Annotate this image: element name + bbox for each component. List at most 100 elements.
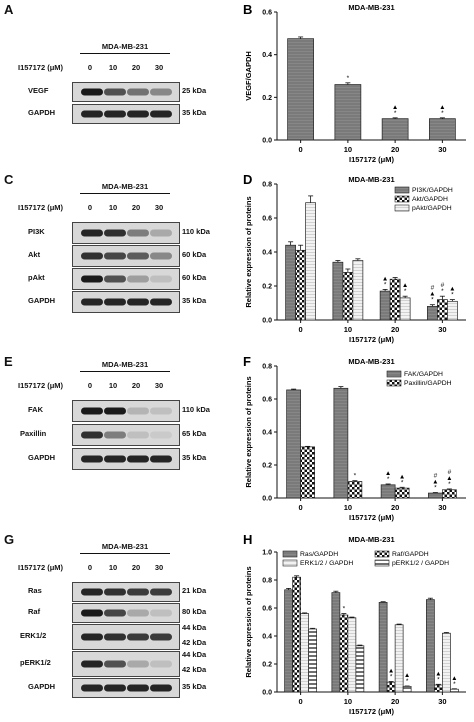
dose-axis-label: I157172 (μM) [18,63,64,72]
significance-mark: * [406,678,409,685]
bar [295,249,306,321]
panel-letter: H [243,532,252,547]
significance-mark: ▲ [382,275,388,282]
bar-chart-d: D MDA-MB-231 0.0 0.2 0.4 0.6 0.8 Relative expre… [243,172,466,344]
protein-band [81,407,103,415]
kda-marker: 110 kDa [182,405,210,414]
protein-band [150,633,172,641]
protein-band [104,588,126,596]
bar [355,645,365,693]
protein-band [104,275,126,283]
y-tick-label: 1.0 [262,550,272,557]
blot-strip [72,424,180,446]
bar [381,118,409,141]
protein-band [150,229,172,237]
bar [300,613,309,693]
protein-band [127,110,149,118]
significance-mark: * [451,292,454,299]
protein-band [104,633,126,641]
x-tick-label: 0 [299,145,303,154]
dose-value: 10 [108,203,118,212]
significance-mark: * [384,281,387,288]
significance-mark: * [354,473,357,480]
protein-band [81,660,103,668]
blot-strip [72,82,180,102]
blot-strip [72,400,180,422]
legend-swatch [374,559,390,567]
dose-value: 20 [131,381,141,390]
x-tick-label: 20 [391,145,399,154]
protein-band [104,252,126,260]
band-label: PI3K [28,227,45,236]
bar [287,38,314,141]
significance-mark: ▲ [435,670,441,677]
legend-swatch [282,550,298,558]
protein-band [150,660,172,668]
bar [450,688,459,693]
bar [428,492,443,499]
y-tick-label: 0.6 [262,397,272,404]
protein-band [81,633,103,641]
band-label: VEGF [28,86,49,95]
x-tick-label: 0 [299,697,303,706]
dose-axis-label: I157172 (μM) [18,203,64,212]
x-tick-label: 30 [438,697,446,706]
significance-mark: * [387,476,390,483]
band-label: GAPDH [28,682,56,691]
band-label: FAK [28,405,43,414]
dose-value: 30 [154,63,164,72]
protein-band [81,588,103,596]
protein-band [150,455,172,463]
x-tick-label: 10 [344,145,352,154]
blot-strip [72,222,180,244]
bar [378,602,388,693]
blot-cell-line-underline [80,53,170,54]
protein-band [81,88,103,96]
x-axis-label: I157172 (μM) [349,155,395,164]
panel-letter-e: E [4,354,13,369]
protein-band [104,431,126,439]
band-label: pAkt [28,273,45,282]
dose-value: 0 [87,203,93,212]
band-label: GAPDH [28,108,56,117]
bar [442,489,457,499]
panel-letter-g: G [4,532,15,547]
protein-band [104,660,126,668]
dose-value: 10 [108,381,118,390]
bar [427,306,438,321]
protein-band [104,88,126,96]
y-tick-label: 0.2 [262,662,272,669]
panel-letter: D [243,172,252,187]
legend-label: PI3K/GAPDH [412,187,453,194]
bar [437,299,448,321]
blot-strip [72,245,180,267]
bar [394,624,404,693]
protein-band [81,431,103,439]
bar [379,290,391,321]
blot-strip [72,651,180,677]
protein-band [81,275,103,283]
legend-swatch [394,186,410,194]
bar-chart-h: H MDA-MB-231 0.0 0.2 0.4 0.6 0.8 1.0 Relative ex… [243,532,466,716]
protein-band [104,609,126,617]
dose-value: 20 [131,203,141,212]
protein-band [81,252,103,260]
kda-marker: 42 kDa [182,665,207,674]
y-tick-label: 0.6 [262,606,272,613]
dose-value: 0 [87,563,93,572]
kda-marker: 44 kDa [182,650,207,659]
bar [331,592,341,693]
band-label: pERK1/2 [20,658,51,667]
bar [389,278,401,321]
significance-mark: ▲ [402,282,408,289]
dose-value: 30 [154,381,164,390]
x-axis-label: I157172 (μM) [349,335,395,344]
band-label: ERK1/2 [20,631,47,640]
protein-band [150,110,172,118]
protein-band [81,298,103,306]
blot-cell-line: MDA-MB-231 [101,542,149,551]
significance-mark: * [390,674,393,681]
bar [447,300,458,321]
legend-label: Ras/GAPDH [300,551,338,558]
protein-band [104,684,126,692]
